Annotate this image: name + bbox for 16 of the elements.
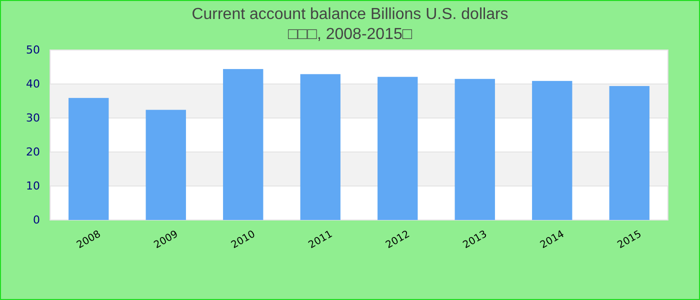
bar [609, 86, 650, 220]
bar [378, 76, 418, 220]
y-tick-label: 10 [26, 180, 40, 193]
chart-title: Current account balance Billions U.S. dollars [192, 6, 508, 23]
bar [532, 80, 572, 220]
bar [223, 69, 264, 220]
y-tick-label: 50 [26, 44, 40, 57]
y-tick-label: 30 [26, 112, 40, 125]
chart-subtitle: □□□, 2008-2015□ [288, 26, 412, 43]
y-tick-label: 0 [33, 214, 40, 227]
bar [454, 78, 495, 220]
bar [300, 74, 340, 220]
y-tick-label: 40 [26, 78, 40, 91]
y-tick-label: 20 [26, 146, 40, 159]
bar [68, 98, 109, 220]
bar [146, 110, 186, 220]
